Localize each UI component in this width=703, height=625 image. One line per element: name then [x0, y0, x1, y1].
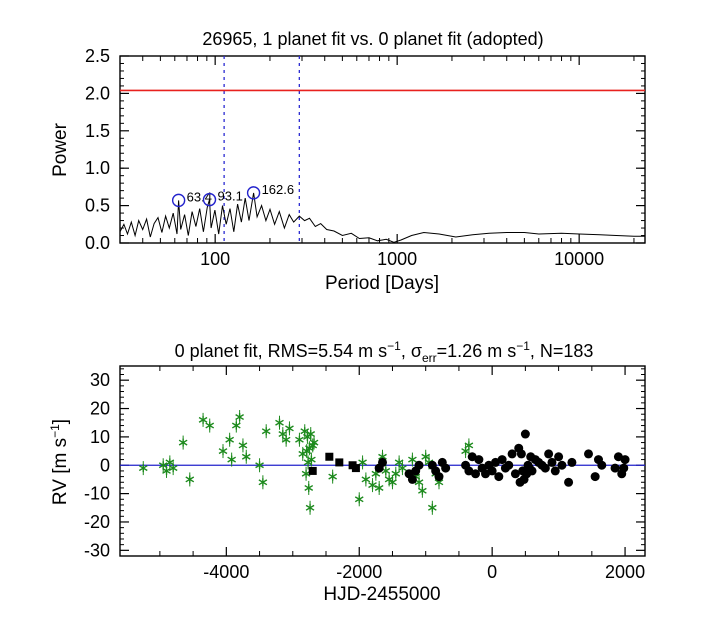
periodogram-frame [119, 55, 646, 244]
rv-point-circle [471, 469, 481, 479]
rv-point-circle [597, 460, 607, 470]
rv-point-circle [557, 460, 567, 470]
rv-x-tick-label: -4000 [203, 562, 249, 582]
rv-point-circle [610, 463, 620, 473]
rv-panel: 0 planet fit, RMS=5.54 m s−1, σerr=1.26 … [48, 339, 646, 605]
rv-point-circle [504, 460, 514, 470]
periodogram-x-tick-label: 1000 [377, 249, 417, 269]
periodogram-peak-marker [246, 186, 261, 200]
periodogram-y-tick-label: 1.5 [85, 121, 110, 141]
rv-point-circle [434, 472, 444, 482]
rv-x-tick-label: -2000 [336, 562, 382, 582]
periodogram-series-line [119, 192, 645, 243]
rv-point-circle [547, 457, 557, 467]
rv-y-axis-title: RV [m s−1] [48, 419, 71, 505]
rv-point-circle [494, 472, 504, 482]
rv-y-tick-label: -20 [84, 512, 110, 532]
rv-point-circle [407, 474, 417, 484]
periodogram-plot-area: 63.4 93.1 162.6 [119, 56, 645, 243]
rv-point-square [325, 452, 334, 461]
rv-x-tick-label: 0 [487, 562, 497, 582]
rv-x-axis-title: HJD-2455000 [323, 584, 440, 605]
rv-point-square [335, 458, 344, 467]
rv-point-circle [564, 477, 574, 487]
rv-plot-area [120, 410, 645, 515]
periodogram-peak-label: 162.6 [262, 182, 295, 197]
periodogram-y-tick-label: 0.0 [85, 233, 110, 253]
rv-point-square [308, 466, 317, 475]
periodogram-x-axis-title: Period [Days] [325, 273, 439, 294]
periodogram-panel: 26965, 1 planet fit vs. 0 planet fit (ad… [50, 29, 646, 294]
periodogram-x-tick-label: 10000 [554, 249, 604, 269]
periodogram-y-tick-label: 1.0 [85, 158, 110, 178]
rv-point-circle [520, 429, 530, 439]
rv-point-circle [590, 472, 600, 482]
rv-y-tick-label: 10 [90, 427, 110, 447]
rv-point-circle [497, 455, 507, 465]
periodogram-peak-label: 93.1 [218, 189, 243, 204]
rv-point-circle [487, 466, 497, 476]
rv-point-circle [378, 457, 387, 467]
rv-point-circle [540, 463, 550, 473]
rv-point-circle [414, 460, 424, 470]
periodogram-y-tick-label: 0.5 [85, 196, 110, 216]
rv-point-circle [567, 457, 577, 467]
rv-y-tick-label: 30 [90, 370, 110, 390]
rv-x-tick-label: 2000 [605, 562, 645, 582]
periodogram-y-tick-label: 2.5 [85, 46, 110, 66]
rv-point-circle [441, 463, 451, 473]
periodogram-title: 26965, 1 planet fit vs. 0 planet fit (ad… [202, 29, 543, 49]
rv-y-tick-label: -30 [84, 540, 110, 560]
rv-y-tick-label: -10 [84, 484, 110, 504]
rv-point-circle [516, 449, 526, 459]
rv-y-tick-label: 0 [100, 455, 110, 475]
rv-point-circle [474, 455, 484, 465]
rv-point-circle [620, 455, 630, 465]
rv-point-circle [510, 469, 520, 479]
rv-point-circle [550, 466, 560, 476]
rv-ticks: -4000 -2000 0 2000 -30 -20 -10 0 10 20 30 [84, 366, 645, 582]
periodogram-peak-marker [171, 193, 186, 208]
rv-point-circle [584, 449, 594, 459]
rv-point-square [351, 464, 360, 473]
rv-title: 0 planet fit, RMS=5.54 m s−1, σerr=1.26 … [175, 339, 594, 365]
rv-point-circle [544, 449, 554, 459]
periodogram-peak-marker [202, 192, 217, 207]
periodogram-ticks: 100 1000 10000 0.0 0.5 1.0 1.5 2.0 2.5 [85, 46, 645, 269]
periodogram-peak-label: 63.4 [187, 189, 212, 204]
periodogram-y-axis-title: Power [50, 122, 71, 177]
rv-point-circle [619, 463, 629, 473]
rv-point-circle [527, 466, 537, 476]
periodogram-y-tick-label: 2.0 [85, 83, 110, 103]
rv-point-circle [507, 449, 517, 459]
periodogram-x-tick-label: 100 [200, 249, 230, 269]
rv-frame [119, 365, 646, 557]
rv-point-circle [554, 452, 564, 462]
rv-y-tick-label: 20 [90, 399, 110, 419]
